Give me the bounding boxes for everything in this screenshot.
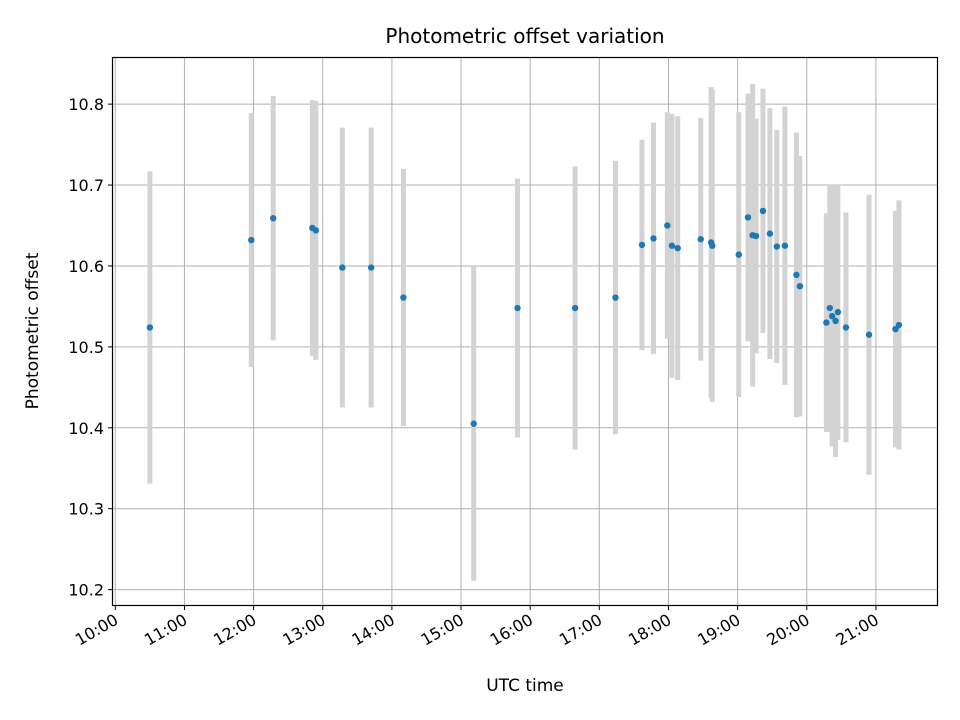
data-point (834, 308, 842, 316)
data-point (826, 304, 834, 312)
grid (113, 58, 937, 605)
data-point (664, 222, 671, 229)
data-point (832, 317, 839, 325)
data-point (674, 244, 681, 252)
data-point (697, 236, 704, 243)
data-point (759, 207, 767, 215)
data-point (339, 264, 346, 271)
data-point (823, 319, 830, 326)
plot-area-frame (111, 56, 939, 607)
data-point (735, 251, 742, 258)
data-point (828, 312, 836, 320)
data-point (146, 324, 154, 331)
x-axis-title: UTC time (486, 676, 564, 696)
chart-title: Photometric offset variation (385, 24, 664, 48)
y-tick-label: 10.8 (68, 95, 104, 114)
y-tick-label: 10.4 (68, 419, 104, 438)
data-point (400, 294, 407, 301)
data-point (842, 324, 850, 331)
data-point (638, 241, 646, 249)
data-point (571, 304, 579, 312)
y-tick-label: 10.7 (68, 176, 104, 195)
data-point (752, 232, 760, 240)
data-point (773, 243, 781, 250)
data-point (612, 294, 619, 301)
y-axis-ticks: 10.2 10.3 10.4 10.5 10.6 10.7 10.8 (68, 95, 113, 600)
y-axis-title: Photometric offset (23, 252, 43, 409)
data-point (865, 331, 873, 338)
data-point (248, 236, 255, 244)
y-tick-label: 10.6 (68, 257, 104, 276)
data-point (895, 321, 903, 329)
y-tick-label: 10.3 (68, 500, 104, 519)
data-point (793, 271, 800, 279)
data-point (709, 242, 716, 249)
data-point (650, 235, 657, 242)
data-point (312, 227, 320, 234)
data-point (668, 242, 676, 249)
data-point (470, 420, 477, 427)
data-point (781, 242, 789, 249)
y-tick-label: 10.2 (68, 581, 104, 600)
data-point (269, 215, 277, 222)
data-point (766, 230, 774, 237)
y-tick-label: 10.5 (68, 338, 104, 357)
data-point (514, 304, 521, 312)
data-point (744, 214, 752, 221)
data-point (367, 264, 375, 271)
data-point (796, 282, 804, 290)
data-points (146, 207, 903, 427)
